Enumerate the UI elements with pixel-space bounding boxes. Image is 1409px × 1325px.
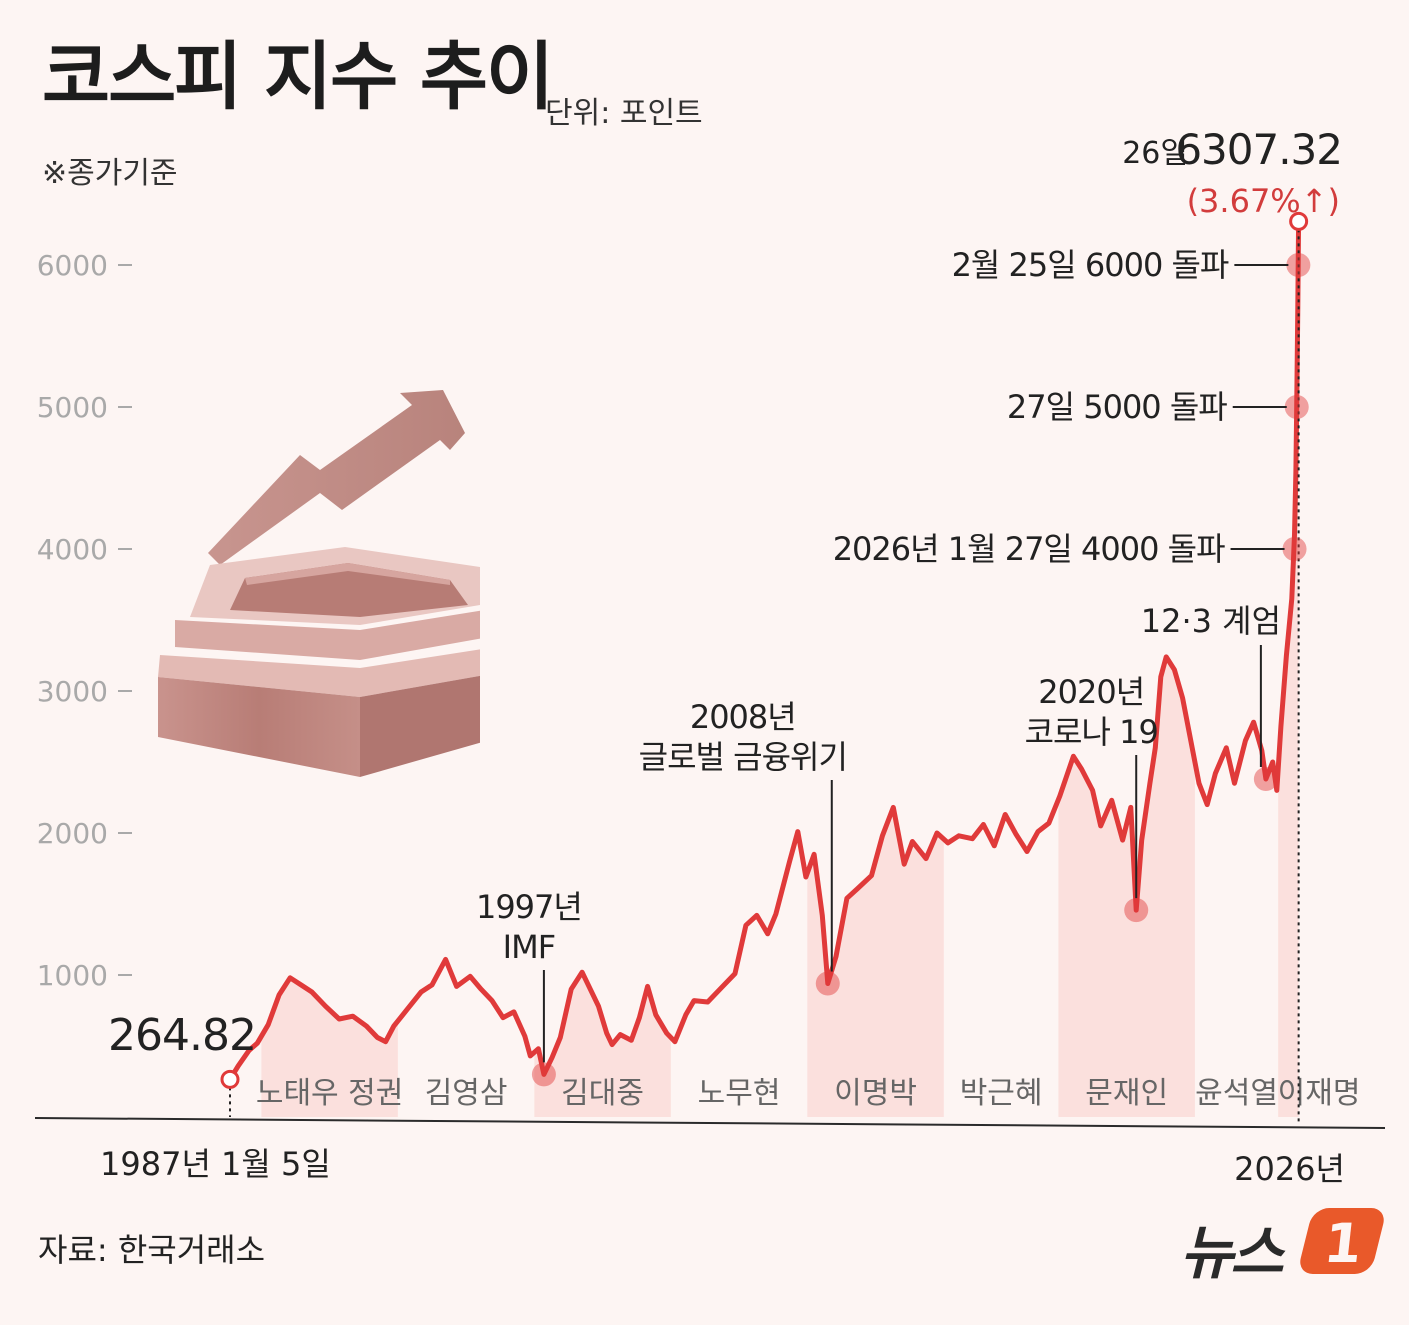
hexagon-inner-wall [245, 563, 450, 585]
stock-exchange-illustration [158, 390, 480, 777]
annotation-dot [1284, 395, 1309, 419]
y-tick-label: 6000 [37, 249, 108, 282]
source-label: 자료: 한국거래소 [38, 1231, 266, 1269]
era-band [1058, 221, 1195, 1117]
y-axis: 1000 2000 3000 4000 5000 6000 [37, 249, 132, 992]
annotation-text: 코로나 19 [1025, 713, 1158, 751]
annotation-text: 2026년 1월 27일 4000 돌파 [833, 530, 1225, 568]
era-label: 문재인 [1085, 1076, 1168, 1111]
annotation-text: IMF [503, 928, 555, 966]
kospi-line [227, 218, 1302, 1082]
era-label: 이재명 [1278, 1076, 1361, 1111]
logo-badge-number: 1 [1320, 1212, 1366, 1275]
hexagon-base-top [158, 649, 480, 697]
annotation-text: 2020년 [1038, 673, 1144, 711]
annotation-label: 12·3 계엄 [1141, 602, 1281, 768]
annotation-text: 2008년 [690, 698, 796, 736]
era-bands: 노태우 정권 김영삼 김대중 노무현 이명박 박근혜 문재인 윤석열 이재명 [256, 221, 1361, 1117]
annotation-text: 1997년 [476, 888, 582, 926]
era-band [261, 221, 398, 1117]
era-label: 김대중 [561, 1076, 644, 1111]
annotation-text: 27일 5000 돌파 [1007, 388, 1227, 426]
logo-badge: 1 [1296, 1208, 1388, 1275]
annotation-label: 2월 25일 6000 돌파 [952, 246, 1289, 284]
kospi-series [220, 211, 1309, 1123]
y-tick-label: 5000 [37, 391, 108, 424]
annotation-text: 12·3 계엄 [1141, 602, 1281, 640]
annotation-dot [1124, 898, 1149, 923]
era-label: 이명박 [834, 1076, 917, 1111]
news1-logo: 뉴스 1 [1180, 1202, 1390, 1287]
annotation-dot [1253, 767, 1278, 792]
rising-arrow-icon [208, 390, 465, 565]
annotation-dot [1282, 537, 1307, 561]
era-label: 노태우 정권 [256, 1076, 404, 1111]
start-point [220, 1069, 240, 1089]
end-date-label: 26일 [1122, 136, 1188, 171]
x-end-label: 2026년 [1234, 1150, 1345, 1188]
era-label: 윤석열 [1195, 1076, 1278, 1111]
annotation-dot [531, 1062, 556, 1087]
end-change-label: (3.67%↑) [1187, 182, 1340, 220]
unit-label: 단위: 포인트 [545, 96, 703, 131]
x-axis-line [34, 1117, 1386, 1129]
logo-wordmark: 뉴스 [1180, 1219, 1284, 1287]
era-label: 노무현 [698, 1076, 781, 1111]
hexagon-middle-tier [175, 610, 480, 660]
page-title: 코스피 지수 추이 [42, 34, 554, 120]
annotation-label: 2026년 1월 27일 4000 돌파 [833, 530, 1285, 568]
era-label: 박근혜 [960, 1076, 1043, 1111]
annotation-dot [1286, 253, 1311, 277]
closing-price-note: ※종가기준 [42, 156, 178, 191]
start-value-label: 264.82 [108, 1010, 256, 1061]
end-value-label: 6307.32 [1175, 125, 1342, 174]
annotation-text: 2월 25일 6000 돌파 [952, 246, 1229, 284]
annotation-text: 글로벌 금융위기 [639, 738, 847, 776]
annotation-label: 27일 5000 돌파 [1007, 388, 1287, 426]
y-tick-label: 3000 [37, 675, 108, 708]
y-tick-label: 2000 [37, 817, 108, 850]
hexagon-base-front-right [360, 675, 480, 777]
y-tick-label: 4000 [37, 533, 108, 566]
end-point [1289, 211, 1309, 231]
annotation-dot [815, 971, 840, 996]
y-tick-label: 1000 [37, 959, 108, 992]
x-start-label: 1987년 1월 5일 [100, 1145, 331, 1183]
hexagon-base-front-left [158, 677, 360, 777]
axis-labels: 1987년 1월 5일 2026년 264.82 26일 6307.32 (3.… [100, 125, 1345, 1188]
era-label: 김영삼 [425, 1076, 508, 1111]
era-band [534, 221, 671, 1117]
